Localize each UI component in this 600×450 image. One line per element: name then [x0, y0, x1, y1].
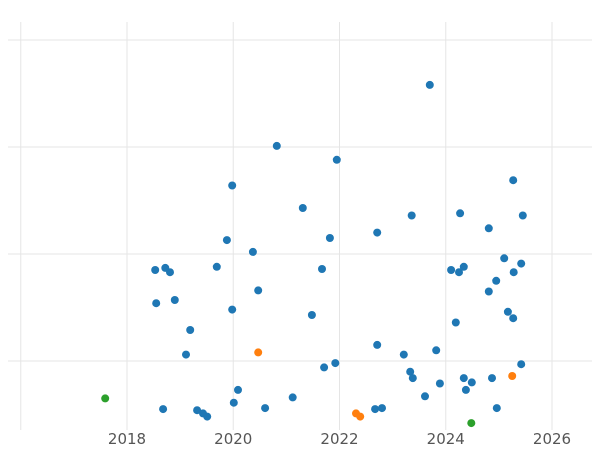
data-point-series-blue: [467, 378, 476, 387]
data-point-series-blue: [298, 204, 307, 212]
data-point-series-blue: [406, 367, 415, 376]
data-point-series-blue: [272, 141, 281, 150]
data-point-series-blue: [320, 363, 329, 372]
x-tick-label: 2020: [214, 430, 252, 448]
data-point-series-blue: [331, 359, 340, 368]
data-point-series-blue: [456, 209, 465, 218]
data-point-series-orange: [508, 372, 517, 380]
data-point-series-blue: [193, 406, 202, 415]
data-point-series-blue: [425, 80, 434, 89]
data-point-series-blue: [421, 392, 429, 401]
data-point-series-blue: [373, 340, 382, 349]
data-point-series-blue: [186, 326, 195, 334]
data-point-series-blue: [228, 181, 237, 190]
data-point-series-blue: [229, 398, 238, 407]
data-point-series-blue: [509, 314, 518, 323]
data-point-series-blue: [371, 405, 380, 414]
data-point-series-blue: [461, 385, 470, 394]
x-tick-label: 2022: [320, 430, 358, 448]
x-tick-label: 2024: [427, 430, 465, 448]
data-point-series-blue: [182, 350, 190, 359]
data-point-series-green: [467, 419, 476, 428]
data-point-series-blue: [408, 374, 417, 383]
data-point-series-blue: [484, 224, 493, 233]
data-point-series-blue: [203, 412, 212, 421]
data-point-series-blue: [459, 374, 468, 383]
data-point-series-blue: [399, 350, 408, 359]
x-tick-label: 2026: [533, 430, 571, 448]
data-point-series-blue: [151, 266, 160, 274]
data-point-series-blue: [459, 262, 468, 271]
data-point-series-blue: [254, 286, 263, 295]
data-point-series-blue: [318, 265, 326, 273]
x-tick-label: 2018: [108, 430, 146, 448]
data-point-series-orange: [254, 348, 263, 357]
data-point-series-blue: [455, 268, 463, 277]
data-point-series-blue: [484, 287, 493, 296]
data-point-series-blue: [332, 155, 341, 164]
data-point-series-blue: [435, 379, 444, 388]
data-point-series-blue: [228, 305, 237, 314]
data-point-series-blue: [509, 268, 518, 277]
data-point-series-blue: [451, 318, 460, 327]
data-point-series-blue: [222, 236, 231, 245]
data-point-series-blue: [307, 311, 316, 319]
data-point-series-blue: [517, 259, 526, 268]
data-point-series-blue: [509, 176, 518, 185]
data-point-series-blue: [170, 296, 179, 304]
data-point-series-blue: [288, 393, 297, 402]
data-point-series-blue: [234, 385, 242, 394]
data-point-series-blue: [488, 374, 496, 383]
data-point-series-blue: [378, 404, 386, 413]
data-point-series-blue: [325, 234, 334, 242]
data-point-series-blue: [492, 276, 501, 285]
data-point-series-blue: [492, 404, 501, 413]
data-point-series-blue: [261, 404, 270, 413]
data-point-series-blue: [517, 360, 526, 369]
data-point-series-blue: [500, 254, 509, 263]
data-point-series-blue: [152, 299, 161, 308]
data-point-series-blue: [447, 266, 456, 274]
data-point-series-blue: [407, 211, 416, 220]
data-point-series-blue: [212, 262, 221, 271]
data-point-series-blue: [518, 211, 527, 220]
data-point-series-blue: [159, 405, 168, 414]
data-point-series-orange: [356, 412, 365, 421]
data-point-series-blue: [166, 268, 174, 277]
data-point-series-blue: [373, 228, 382, 237]
data-point-series-blue: [503, 307, 512, 316]
data-point-series-blue: [432, 346, 441, 355]
data-point-series-blue: [248, 247, 257, 256]
data-point-series-green: [101, 394, 110, 403]
